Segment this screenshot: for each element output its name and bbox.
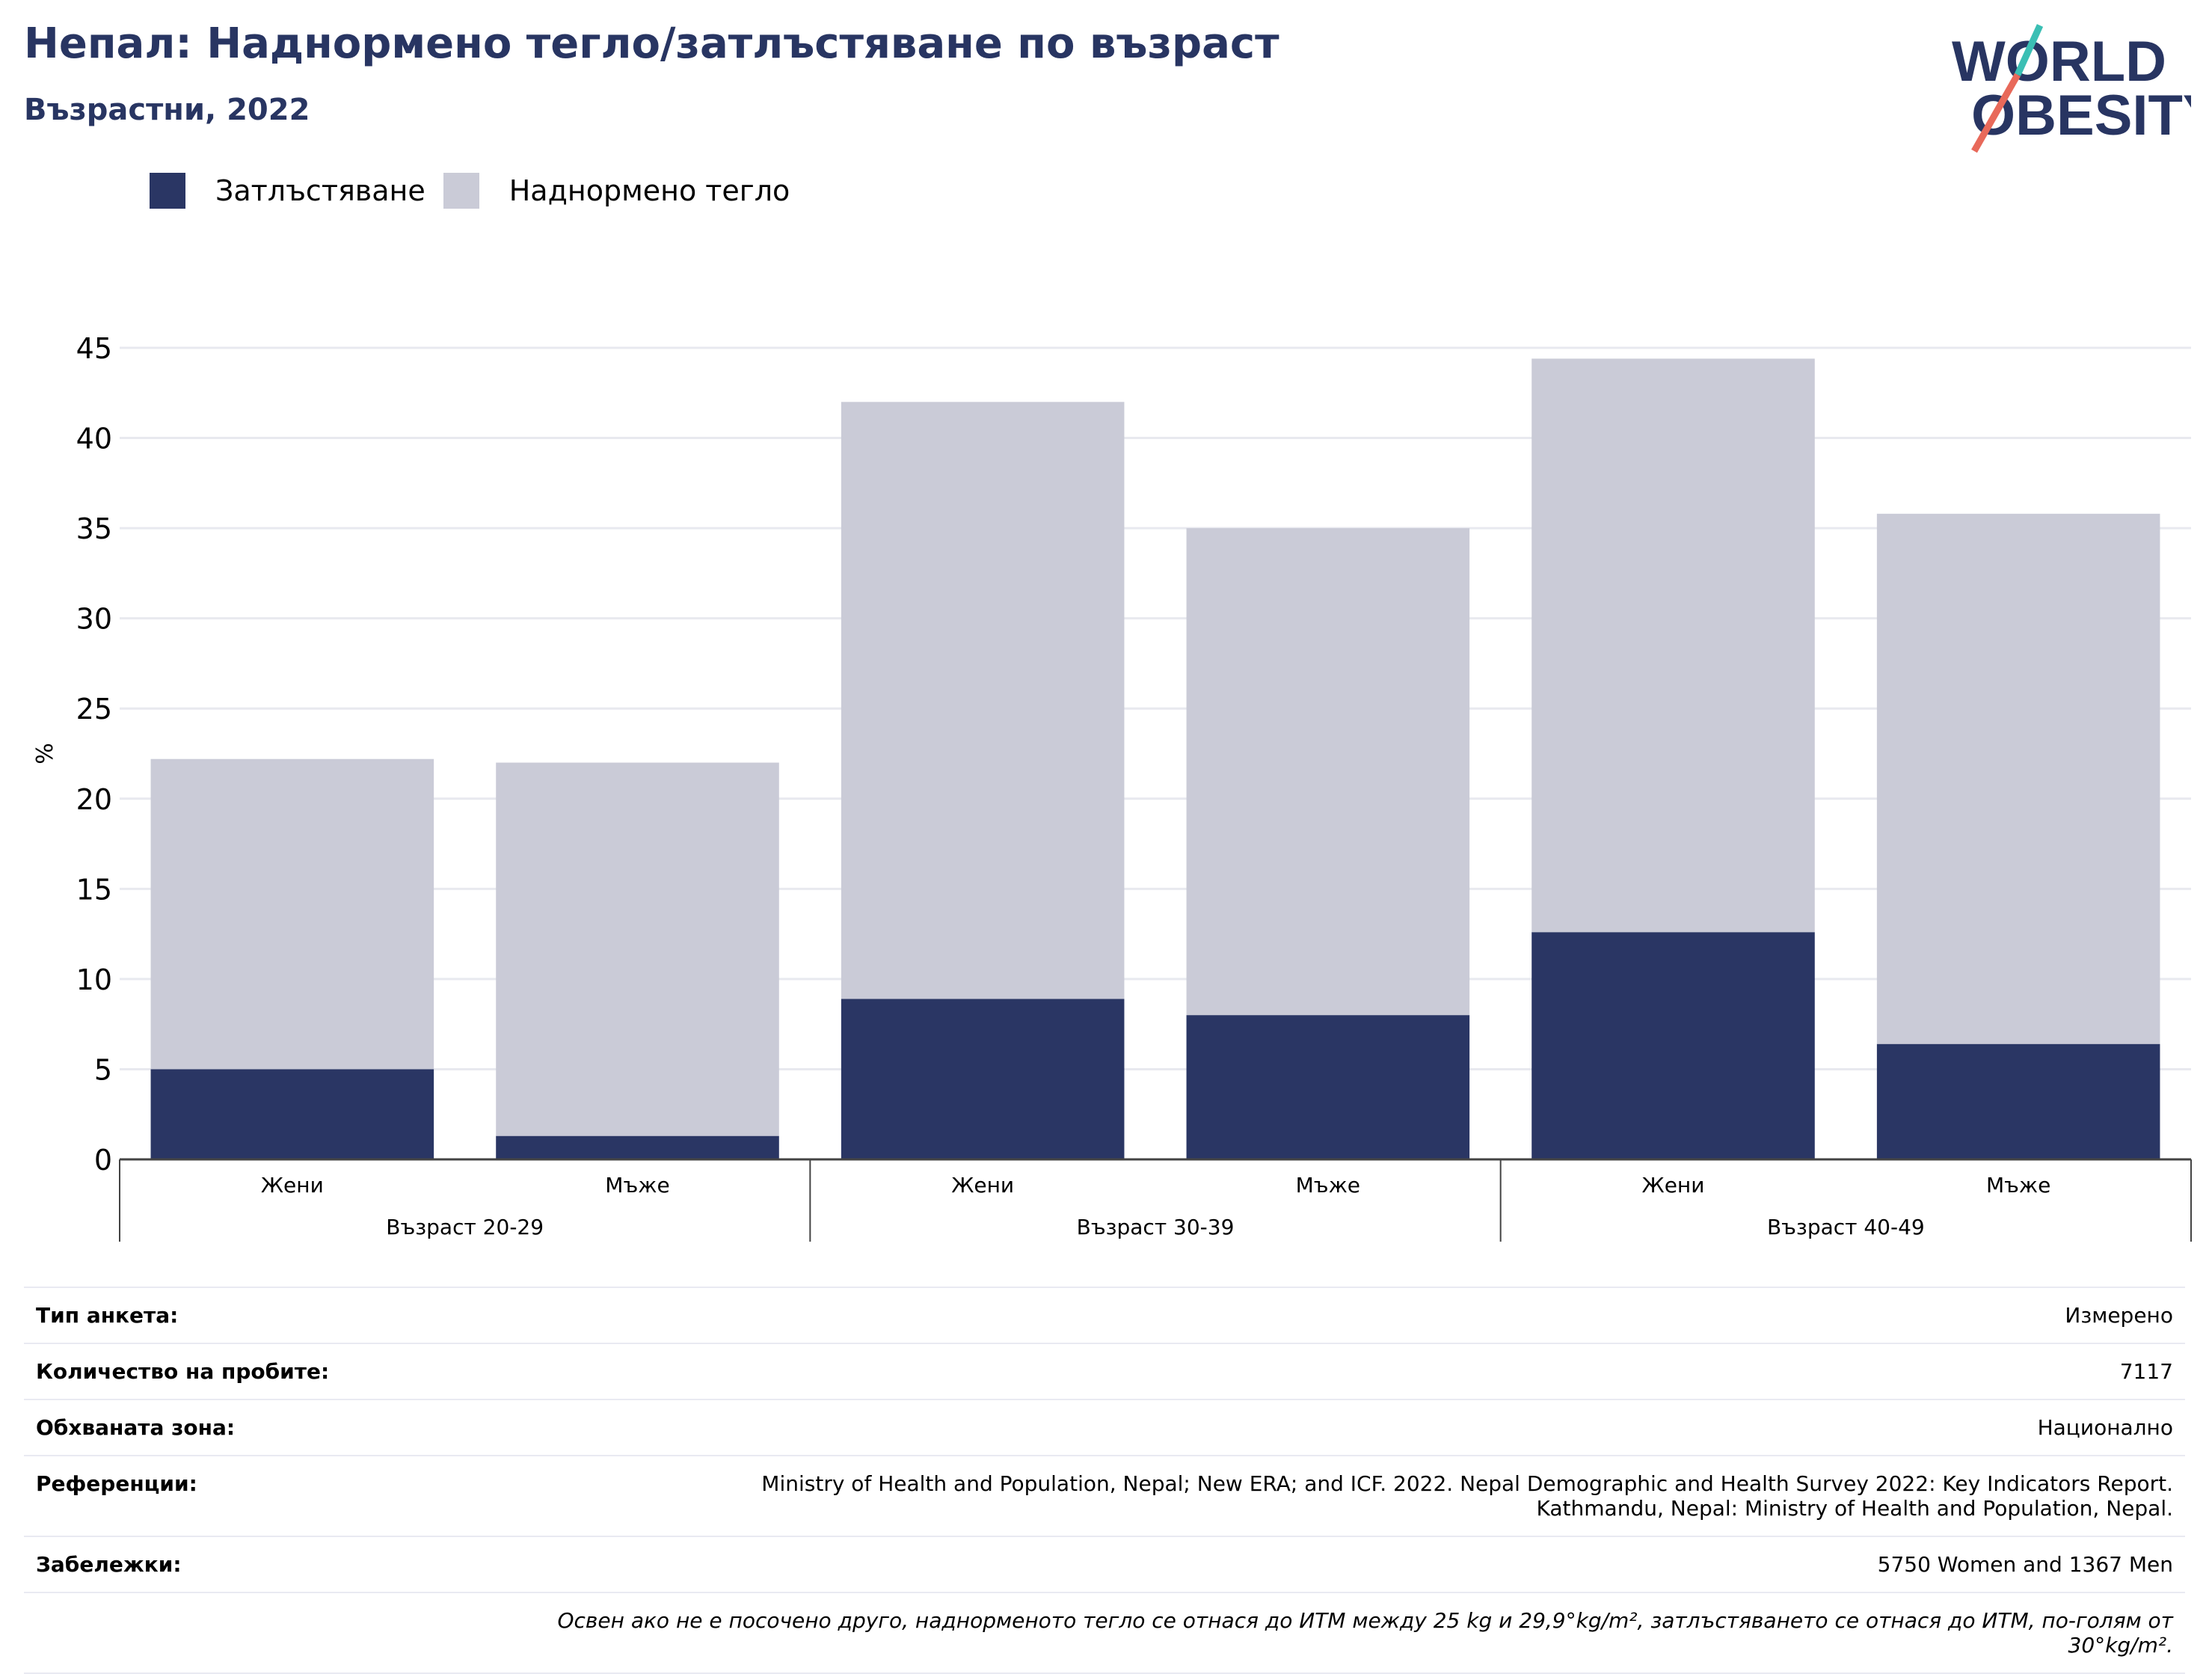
group-label: Възраст 40-49 bbox=[1767, 1215, 1925, 1239]
world-obesity-logo: WORLD OBESITY bbox=[1952, 24, 2191, 153]
y-tick-label: 15 bbox=[76, 873, 112, 906]
meta-value: 5750 Women and 1367 Men bbox=[1877, 1552, 2173, 1577]
meta-label: Обхваната зона: bbox=[36, 1415, 236, 1440]
y-tick-label: 25 bbox=[76, 693, 112, 726]
bar-overweight bbox=[1876, 513, 2160, 1044]
legend-swatch-obesity bbox=[150, 173, 185, 209]
y-tick-label: 35 bbox=[76, 512, 112, 545]
y-axis-label: % bbox=[32, 743, 58, 764]
definition-note: Освен ако не е посочено друго, наднормен… bbox=[557, 1608, 2173, 1658]
y-tick-label: 5 bbox=[94, 1053, 112, 1086]
x-tick-label: Жени bbox=[1642, 1173, 1705, 1198]
meta-row-survey-type: Тип анкета: Измерено bbox=[24, 1287, 2185, 1343]
group-label: Възраст 20-29 bbox=[386, 1215, 544, 1239]
meta-label: Референции: bbox=[36, 1471, 197, 1496]
logo-slash-teal bbox=[2014, 24, 2044, 76]
y-tick-label: 45 bbox=[76, 332, 112, 365]
legend-label-overweight: Наднормено тегло bbox=[509, 174, 790, 207]
meta-value: Измерено bbox=[2065, 1303, 2173, 1328]
bar-overweight bbox=[496, 762, 779, 1136]
survey-metadata-table: Тип анкета: Измерено Количество на проби… bbox=[24, 1287, 2185, 1674]
bar-obesity bbox=[841, 999, 1125, 1159]
reference-line-1: Ministry of Health and Population, Nepal… bbox=[761, 1471, 2173, 1496]
x-tick-label: Мъже bbox=[1296, 1173, 1360, 1198]
logo-slash-red bbox=[1971, 73, 2021, 153]
y-tick-label: 30 bbox=[76, 603, 112, 636]
bar-obesity bbox=[150, 1069, 434, 1159]
group-label: Възраст 30-39 bbox=[1077, 1215, 1235, 1239]
meta-label: Количество на пробите: bbox=[36, 1359, 330, 1384]
bar-obesity bbox=[1531, 932, 1815, 1159]
x-tick-label: Мъже bbox=[605, 1173, 669, 1198]
meta-row-sample-size: Количество на пробите: 7117 bbox=[24, 1343, 2185, 1399]
bar-overweight bbox=[1531, 358, 1815, 933]
chart-legend: Затлъстяване Наднормено тегло bbox=[150, 172, 808, 209]
meta-value: Ministry of Health and Population, Nepal… bbox=[761, 1471, 2173, 1521]
bar-obesity bbox=[496, 1135, 779, 1159]
meta-row-area: Обхваната зона: Национално bbox=[24, 1399, 2185, 1455]
page-title: Непал: Наднормено тегло/затлъстяване по … bbox=[24, 19, 1279, 68]
legend-label-obesity: Затлъстяване bbox=[215, 174, 425, 207]
meta-row-definition: Освен ако не е посочено друго, наднормен… bbox=[24, 1592, 2185, 1674]
bar-overweight bbox=[841, 402, 1125, 999]
meta-value: 7117 bbox=[2119, 1359, 2173, 1384]
bar-overweight bbox=[150, 758, 434, 1070]
y-tick-label: 10 bbox=[76, 963, 112, 996]
meta-label: Тип анкета: bbox=[36, 1303, 179, 1328]
y-tick-label: 40 bbox=[76, 423, 112, 456]
reference-line-2: Kathmandu, Nepal: Ministry of Health and… bbox=[1536, 1496, 2173, 1521]
x-tick-label: Жени bbox=[951, 1173, 1014, 1198]
bar-overweight bbox=[1186, 528, 1470, 1016]
meta-value: Национално bbox=[2037, 1415, 2173, 1440]
y-tick-label: 20 bbox=[76, 783, 112, 816]
x-tick-label: Жени bbox=[261, 1173, 324, 1198]
meta-row-notes: Забележки: 5750 Women and 1367 Men bbox=[24, 1536, 2185, 1592]
meta-label: Забележки: bbox=[36, 1552, 182, 1577]
logo-text-world: WORLD bbox=[1952, 30, 2166, 93]
y-tick-label: 0 bbox=[94, 1144, 112, 1177]
legend-swatch-overweight bbox=[443, 173, 479, 209]
bar-chart: 0 5 10 15 20 25 30 35 40 45% Жени Мъже Възраст 20-29… bbox=[32, 332, 2192, 1242]
meta-row-references: Референции: Ministry of Health and Popul… bbox=[24, 1455, 2185, 1536]
x-tick-label: Мъже bbox=[1986, 1173, 2050, 1198]
bar-obesity bbox=[1186, 1015, 1470, 1159]
bar-obesity bbox=[1876, 1043, 2160, 1159]
page-subtitle: Възрастни, 2022 bbox=[24, 93, 310, 127]
